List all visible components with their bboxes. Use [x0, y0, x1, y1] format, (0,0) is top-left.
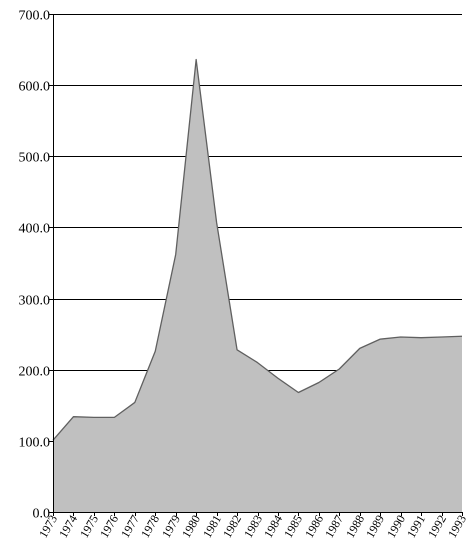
x-tick-label-1989: 1989: [363, 513, 387, 541]
y-tick-label-3: 300.0: [19, 294, 51, 309]
x-tick-label-1993: 1993: [445, 513, 469, 541]
x-tick-label-1980: 1980: [179, 513, 203, 541]
x-tick-label-1982: 1982: [220, 513, 244, 541]
x-tick-label-1988: 1988: [343, 513, 367, 541]
x-tick-label-1984: 1984: [261, 513, 285, 541]
x-tick-label-1992: 1992: [425, 513, 449, 541]
x-tick-label-1983: 1983: [241, 513, 265, 541]
x-tick-label-1985: 1985: [281, 513, 305, 541]
x-tick-label-1990: 1990: [384, 513, 408, 541]
area-layer: [52, 58, 463, 512]
x-tick-label-1987: 1987: [322, 513, 346, 541]
y-tick-label-1: 100.0: [19, 436, 51, 451]
area-outline: [52, 58, 463, 441]
axis-layer: [49, 14, 463, 516]
y-tick-label-6: 600.0: [19, 80, 51, 95]
grid-layer: [53, 14, 462, 442]
x-tick-label-1974: 1974: [56, 513, 80, 541]
x-tick-label-1991: 1991: [404, 513, 428, 541]
area-fill: [53, 59, 462, 512]
x-tick-label-1975: 1975: [77, 513, 101, 541]
x-tick-label-1979: 1979: [159, 513, 183, 541]
x-tick-label-1976: 1976: [97, 513, 121, 541]
y-tick-label-0: 0.0: [33, 507, 51, 522]
y-tick-label-4: 400.0: [19, 222, 51, 237]
y-tick-label-5: 500.0: [19, 151, 51, 166]
x-tick-label-1986: 1986: [302, 513, 326, 541]
x-tick-label-1977: 1977: [118, 513, 142, 541]
x-tick-label-1978: 1978: [138, 513, 162, 541]
y-tick-label-7: 700.0: [19, 9, 51, 24]
x-tick-label-1981: 1981: [200, 513, 224, 541]
y-tick-label-2: 200.0: [19, 365, 51, 380]
